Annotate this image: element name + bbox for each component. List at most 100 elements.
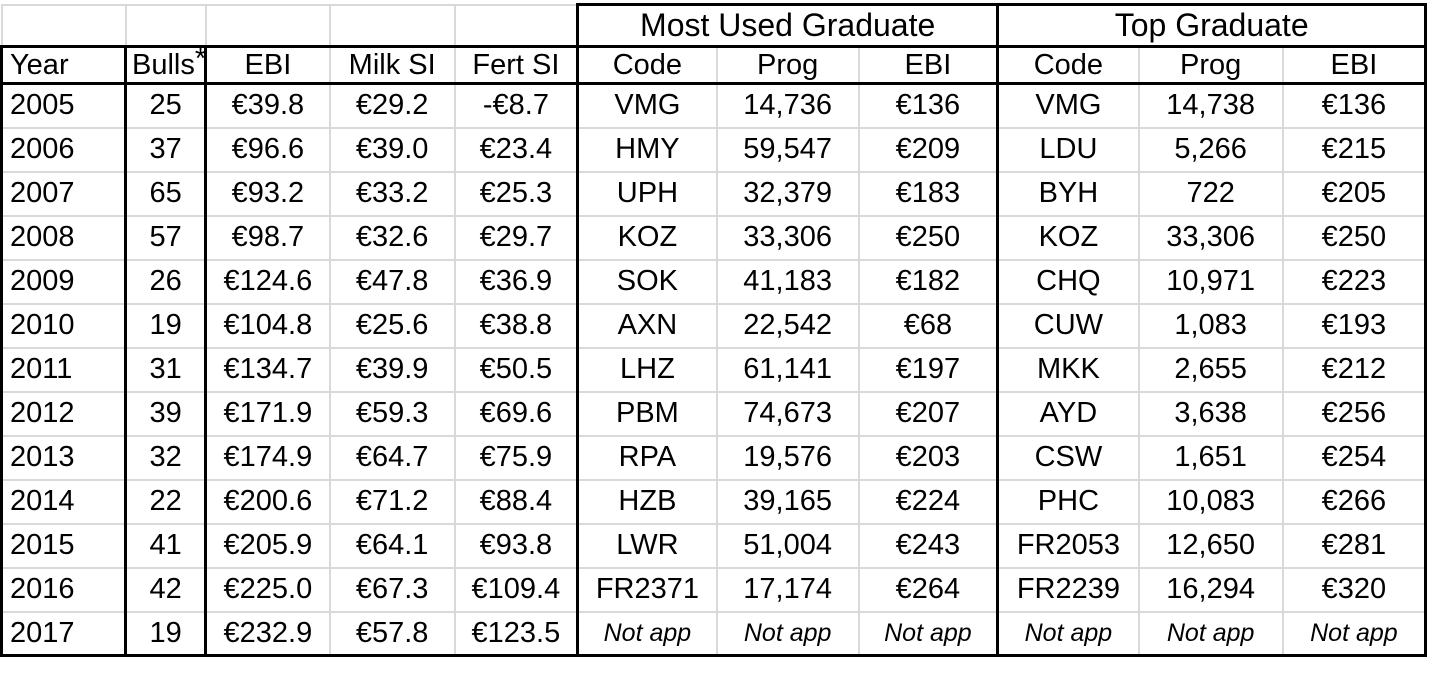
milk-si-cell[interactable]: €32.6 bbox=[329, 215, 456, 261]
column-header-fert-si[interactable]: Fert SI bbox=[454, 45, 580, 85]
mug-ebi-cell[interactable]: Not app bbox=[858, 611, 1000, 657]
bulls-cell[interactable]: 41 bbox=[125, 523, 208, 569]
year-cell[interactable]: 2017 bbox=[0, 611, 127, 657]
empty-cell[interactable] bbox=[329, 3, 456, 47]
year-cell[interactable]: 2011 bbox=[0, 347, 127, 393]
column-header-top-ebi[interactable]: EBI bbox=[1282, 45, 1428, 85]
mug-code-cell[interactable]: PBM bbox=[577, 391, 718, 437]
mug-ebi-cell[interactable]: €207 bbox=[858, 391, 1000, 437]
milk-si-cell[interactable]: €47.8 bbox=[329, 259, 456, 305]
column-header-mug-code[interactable]: Code bbox=[577, 45, 718, 85]
milk-si-cell[interactable]: €33.2 bbox=[329, 171, 456, 217]
column-header-year[interactable]: Year bbox=[0, 45, 127, 85]
bulls-cell[interactable]: 32 bbox=[125, 435, 208, 481]
mug-prog-cell[interactable]: 14,736 bbox=[716, 83, 860, 129]
mug-code-cell[interactable]: LWR bbox=[577, 523, 718, 569]
ebi-cell[interactable]: €134.7 bbox=[205, 347, 331, 393]
ebi-cell[interactable]: €93.2 bbox=[205, 171, 331, 217]
mug-prog-cell[interactable]: 17,174 bbox=[716, 567, 860, 613]
ebi-cell[interactable]: €225.0 bbox=[205, 567, 331, 613]
group-header-top-graduate[interactable]: Top Graduate bbox=[996, 3, 1428, 48]
bulls-cell[interactable]: 26 bbox=[125, 259, 208, 305]
column-header-milk-si[interactable]: Milk SI bbox=[329, 45, 456, 85]
mug-prog-cell[interactable]: 39,165 bbox=[716, 479, 860, 525]
top-ebi-cell[interactable]: €281 bbox=[1282, 523, 1428, 569]
top-prog-cell[interactable]: 10,971 bbox=[1138, 259, 1284, 305]
fert-si-cell[interactable]: €109.4 bbox=[454, 567, 580, 613]
year-cell[interactable]: 2012 bbox=[0, 391, 127, 437]
top-code-cell[interactable]: CSW bbox=[997, 435, 1140, 481]
ebi-cell[interactable]: €174.9 bbox=[205, 435, 331, 481]
milk-si-cell[interactable]: €64.7 bbox=[329, 435, 456, 481]
ebi-cell[interactable]: €232.9 bbox=[205, 611, 331, 657]
year-cell[interactable]: 2006 bbox=[0, 127, 127, 173]
year-cell[interactable]: 2016 bbox=[0, 567, 127, 613]
year-cell[interactable]: 2007 bbox=[0, 171, 127, 217]
top-prog-cell[interactable]: 722 bbox=[1138, 171, 1284, 217]
year-cell[interactable]: 2008 bbox=[0, 215, 127, 261]
bulls-cell[interactable]: 22 bbox=[125, 479, 208, 525]
mug-prog-cell[interactable]: 51,004 bbox=[716, 523, 860, 569]
ebi-cell[interactable]: €200.6 bbox=[205, 479, 331, 525]
fert-si-cell[interactable]: €69.6 bbox=[454, 391, 580, 437]
top-ebi-cell[interactable]: €320 bbox=[1282, 567, 1428, 613]
top-ebi-cell[interactable]: €254 bbox=[1282, 435, 1428, 481]
top-code-cell[interactable]: Not app bbox=[997, 611, 1140, 657]
top-ebi-cell[interactable]: €215 bbox=[1282, 127, 1428, 173]
mug-prog-cell[interactable]: 59,547 bbox=[716, 127, 860, 173]
mug-code-cell[interactable]: KOZ bbox=[577, 215, 718, 261]
column-header-bulls[interactable]: Bulls* bbox=[125, 43, 208, 85]
ebi-cell[interactable]: €96.6 bbox=[205, 127, 331, 173]
top-ebi-cell[interactable]: €136 bbox=[1282, 83, 1428, 129]
fert-si-cell[interactable]: €75.9 bbox=[454, 435, 580, 481]
mug-ebi-cell[interactable]: €68 bbox=[858, 303, 1000, 349]
group-header-most-used-graduate[interactable]: Most Used Graduate bbox=[576, 3, 1000, 48]
top-ebi-cell[interactable]: €212 bbox=[1282, 347, 1428, 393]
mug-code-cell[interactable]: Not app bbox=[577, 611, 718, 657]
fert-si-cell[interactable]: €29.7 bbox=[454, 215, 580, 261]
top-prog-cell[interactable]: 16,294 bbox=[1138, 567, 1284, 613]
year-cell[interactable]: 2015 bbox=[0, 523, 127, 569]
mug-code-cell[interactable]: AXN bbox=[577, 303, 718, 349]
mug-ebi-cell[interactable]: €250 bbox=[858, 215, 1000, 261]
mug-code-cell[interactable]: UPH bbox=[577, 171, 718, 217]
ebi-cell[interactable]: €104.8 bbox=[205, 303, 331, 349]
mug-ebi-cell[interactable]: €203 bbox=[858, 435, 1000, 481]
mug-ebi-cell[interactable]: €183 bbox=[858, 171, 1000, 217]
top-code-cell[interactable]: AYD bbox=[997, 391, 1140, 437]
mug-code-cell[interactable]: HMY bbox=[577, 127, 718, 173]
column-header-ebi[interactable]: EBI bbox=[205, 45, 331, 85]
ebi-cell[interactable]: €98.7 bbox=[205, 215, 331, 261]
top-prog-cell[interactable]: 12,650 bbox=[1138, 523, 1284, 569]
mug-ebi-cell[interactable]: €136 bbox=[858, 83, 1000, 129]
year-cell[interactable]: 2013 bbox=[0, 435, 127, 481]
fert-si-cell[interactable]: €38.8 bbox=[454, 303, 580, 349]
mug-ebi-cell[interactable]: €182 bbox=[858, 259, 1000, 305]
top-code-cell[interactable]: KOZ bbox=[997, 215, 1140, 261]
column-header-mug-ebi[interactable]: EBI bbox=[858, 45, 1000, 85]
top-prog-cell[interactable]: 1,651 bbox=[1138, 435, 1284, 481]
top-code-cell[interactable]: CHQ bbox=[997, 259, 1140, 305]
mug-code-cell[interactable]: HZB bbox=[577, 479, 718, 525]
mug-prog-cell[interactable]: 61,141 bbox=[716, 347, 860, 393]
ebi-cell[interactable]: €171.9 bbox=[205, 391, 331, 437]
top-ebi-cell[interactable]: Not app bbox=[1282, 611, 1428, 657]
fert-si-cell[interactable]: €88.4 bbox=[454, 479, 580, 525]
empty-cell[interactable] bbox=[205, 3, 331, 47]
milk-si-cell[interactable]: €67.3 bbox=[329, 567, 456, 613]
top-prog-cell[interactable]: 1,083 bbox=[1138, 303, 1284, 349]
fert-si-cell[interactable]: €123.5 bbox=[454, 611, 580, 657]
fert-si-cell[interactable]: €36.9 bbox=[454, 259, 580, 305]
milk-si-cell[interactable]: €59.3 bbox=[329, 391, 456, 437]
fert-si-cell[interactable]: €25.3 bbox=[454, 171, 580, 217]
mug-prog-cell[interactable]: 22,542 bbox=[716, 303, 860, 349]
mug-prog-cell[interactable]: 33,306 bbox=[716, 215, 860, 261]
top-ebi-cell[interactable]: €193 bbox=[1282, 303, 1428, 349]
top-prog-cell[interactable]: Not app bbox=[1138, 611, 1284, 657]
bulls-cell[interactable]: 39 bbox=[125, 391, 208, 437]
milk-si-cell[interactable]: €29.2 bbox=[329, 83, 456, 129]
top-code-cell[interactable]: BYH bbox=[997, 171, 1140, 217]
year-cell[interactable]: 2005 bbox=[0, 83, 127, 129]
bulls-cell[interactable]: 19 bbox=[125, 303, 208, 349]
top-prog-cell[interactable]: 3,638 bbox=[1138, 391, 1284, 437]
